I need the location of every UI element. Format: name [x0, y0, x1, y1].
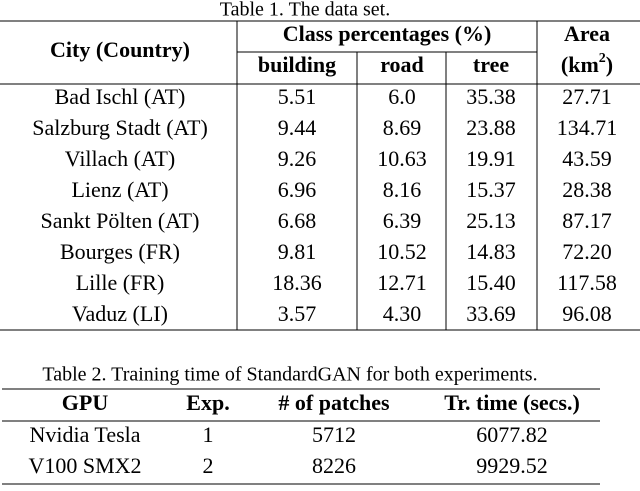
cell: 33.69 — [466, 301, 516, 326]
cell: 2 — [203, 453, 214, 478]
row-label: Lille (FR) — [76, 270, 165, 295]
unit: ) — [606, 52, 613, 77]
column-header: tree — [473, 52, 509, 77]
column-header: Area — [564, 21, 610, 46]
cell: 9.81 — [278, 239, 317, 264]
cell: 6077.82 — [476, 422, 548, 447]
cell: 15.37 — [466, 177, 516, 202]
column-header: Tr. time (secs.) — [444, 390, 580, 415]
column-header: road — [380, 52, 424, 77]
cell: 5.51 — [278, 84, 317, 109]
table-2-rules — [2, 388, 600, 485]
cell: 25.13 — [466, 208, 516, 233]
cell: 9.44 — [278, 115, 317, 140]
cell: 35.38 — [466, 84, 516, 109]
row-label: Villach (AT) — [65, 146, 175, 171]
column-header: GPU — [62, 390, 109, 415]
column-header: # of patches — [278, 390, 390, 415]
row-label: Vaduz (LI) — [72, 301, 168, 326]
cell: 6.96 — [278, 177, 317, 202]
cell: 28.38 — [562, 177, 612, 202]
unit: (km — [561, 52, 599, 77]
cell: 12.71 — [377, 270, 427, 295]
table-1-rules — [0, 20, 640, 331]
column-header: building — [258, 52, 336, 77]
cell: 6.68 — [278, 208, 317, 233]
cell: 14.83 — [466, 239, 516, 264]
row-label: Nvidia Tesla — [29, 422, 140, 447]
cell: 72.20 — [562, 239, 612, 264]
cell: 4.30 — [383, 301, 422, 326]
cell: 23.88 — [466, 115, 516, 140]
table-caption: Table 2. Training time of StandardGAN fo… — [42, 364, 537, 386]
cell: 96.08 — [562, 301, 612, 326]
cell: 9.26 — [278, 146, 317, 171]
cell: 3.57 — [278, 301, 317, 326]
table-caption: Table 1. The data set. — [220, 0, 390, 21]
row-label: Lienz (AT) — [71, 177, 168, 202]
row-label: Bourges (FR) — [60, 239, 180, 264]
column-header: Exp. — [186, 390, 229, 415]
cell: 10.52 — [377, 239, 427, 264]
cell: 8226 — [312, 453, 356, 478]
cell: 8.16 — [383, 177, 422, 202]
unit-superscript: 2 — [599, 51, 606, 66]
cell: 19.91 — [466, 146, 516, 171]
cell: 43.59 — [562, 146, 612, 171]
cell: 1 — [203, 422, 214, 447]
cell: 87.17 — [562, 208, 612, 233]
row-label: Sankt Pölten (AT) — [41, 208, 200, 233]
row-label: Bad Ischl (AT) — [55, 84, 186, 109]
row-label: V100 SMX2 — [28, 453, 141, 478]
cell: 18.36 — [272, 270, 322, 295]
cell: 134.71 — [557, 115, 618, 140]
cell: 10.63 — [377, 146, 427, 171]
cell: 8.69 — [383, 115, 422, 140]
cell: 15.40 — [466, 270, 516, 295]
cell: 117.58 — [557, 270, 617, 295]
cell: 5712 — [312, 422, 356, 447]
column-header: City (Country) — [50, 37, 190, 62]
column-header: (km2) — [561, 51, 613, 77]
cell: 6.0 — [388, 84, 416, 109]
cell: 9929.52 — [476, 453, 548, 478]
cell: 6.39 — [383, 208, 422, 233]
column-header: Class percentages (%) — [283, 21, 492, 46]
row-label: Salzburg Stadt (AT) — [32, 115, 208, 140]
cell: 27.71 — [562, 84, 612, 109]
